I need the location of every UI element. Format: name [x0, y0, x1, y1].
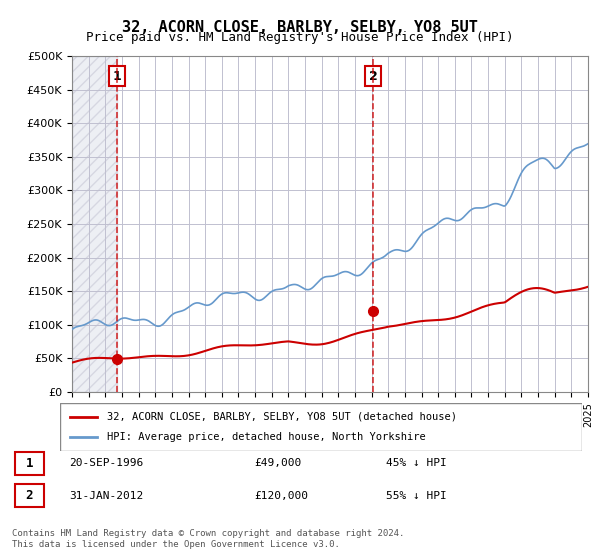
Text: 2: 2	[368, 69, 377, 83]
Text: 55% ↓ HPI: 55% ↓ HPI	[386, 491, 447, 501]
Text: 32, ACORN CLOSE, BARLBY, SELBY, YO8 5UT (detached house): 32, ACORN CLOSE, BARLBY, SELBY, YO8 5UT …	[107, 412, 457, 422]
Text: £49,000: £49,000	[254, 459, 301, 469]
Text: Price paid vs. HM Land Registry's House Price Index (HPI): Price paid vs. HM Land Registry's House …	[86, 31, 514, 44]
Text: 20-SEP-1996: 20-SEP-1996	[70, 459, 144, 469]
Bar	[72, 56, 117, 392]
Text: 1: 1	[113, 69, 122, 83]
Text: 45% ↓ HPI: 45% ↓ HPI	[386, 459, 447, 469]
FancyBboxPatch shape	[60, 403, 582, 451]
Text: 32, ACORN CLOSE, BARLBY, SELBY, YO8 5UT: 32, ACORN CLOSE, BARLBY, SELBY, YO8 5UT	[122, 20, 478, 35]
FancyBboxPatch shape	[15, 452, 44, 475]
Text: 2: 2	[26, 489, 33, 502]
Text: HPI: Average price, detached house, North Yorkshire: HPI: Average price, detached house, Nort…	[107, 432, 426, 442]
Text: £120,000: £120,000	[254, 491, 308, 501]
Text: 31-JAN-2012: 31-JAN-2012	[70, 491, 144, 501]
Text: Contains HM Land Registry data © Crown copyright and database right 2024.
This d: Contains HM Land Registry data © Crown c…	[12, 529, 404, 549]
Bar	[117, 56, 588, 392]
Bar	[72, 56, 117, 392]
Text: 1: 1	[26, 457, 33, 470]
FancyBboxPatch shape	[15, 484, 44, 507]
